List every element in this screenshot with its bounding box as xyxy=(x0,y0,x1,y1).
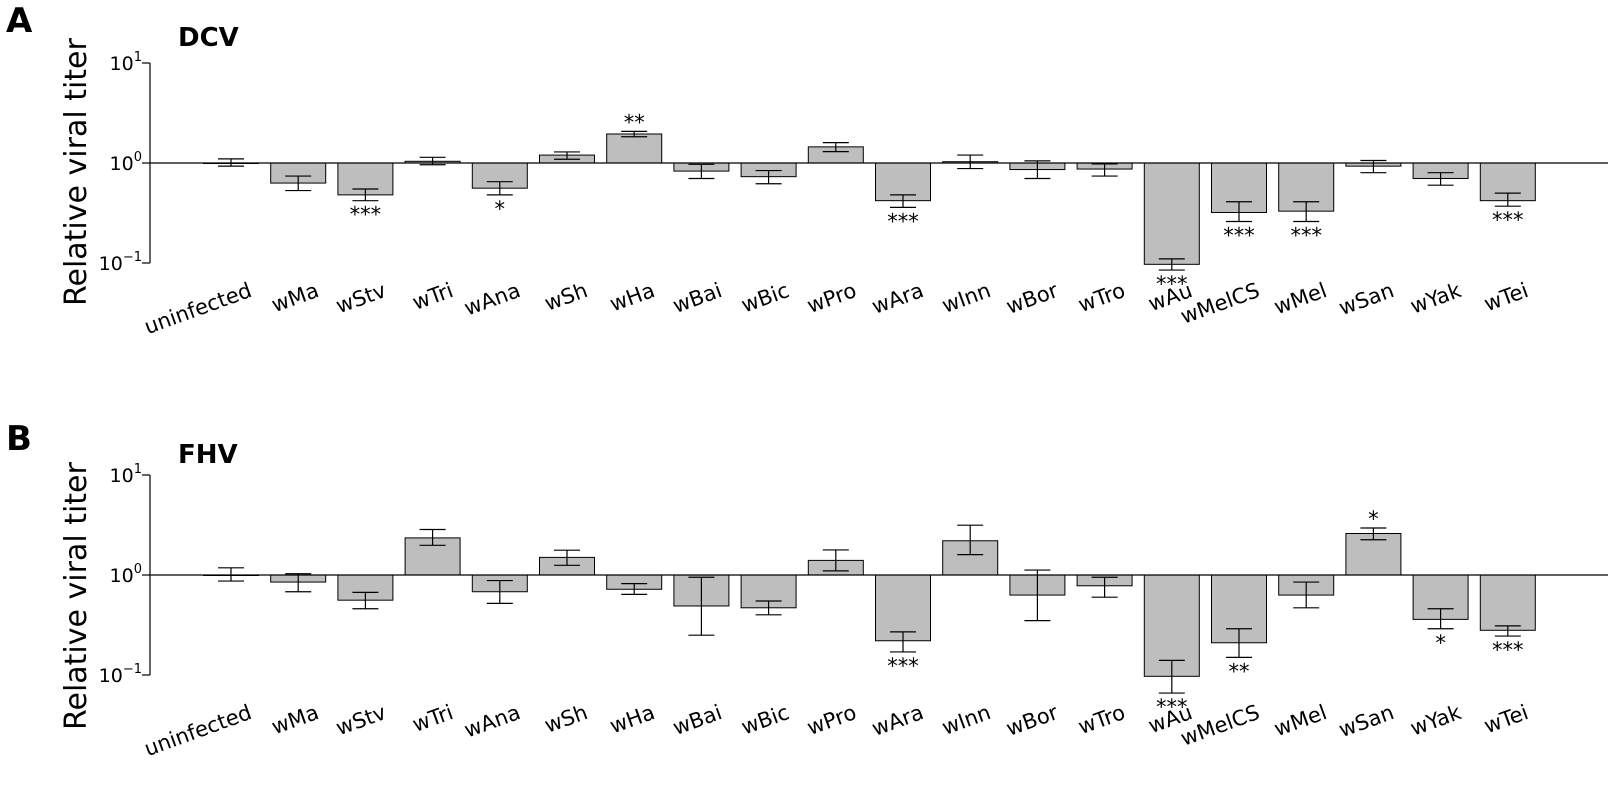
x-tick-label-uninfected: uninfected xyxy=(141,700,255,761)
panel-title-dcv: DCV xyxy=(178,23,239,53)
x-tick-label-wYak: wYak xyxy=(1407,278,1465,319)
x-tick-label-wYak: wYak xyxy=(1407,700,1465,741)
panel-letter-b: B xyxy=(6,419,32,459)
x-tick-label-wBor: wBor xyxy=(1003,700,1061,741)
x-tick-label-wTei: wTei xyxy=(1481,700,1532,738)
y-tick-exponent: 1 xyxy=(134,50,142,65)
x-tick-label-wAna: wAna xyxy=(461,278,523,320)
x-tick-label-wMa: wMa xyxy=(268,278,321,317)
x-tick-label-wMa: wMa xyxy=(268,700,321,739)
x-tick-label-wSan: wSan xyxy=(1336,278,1397,320)
y-tick-label: 10−1 xyxy=(99,662,142,687)
significance-label-wMelCS: ** xyxy=(1229,659,1250,683)
y-tick-base: 10 xyxy=(110,153,134,175)
x-tick-label-wAra: wAra xyxy=(869,278,927,319)
x-tick-label-wBor: wBor xyxy=(1003,278,1061,319)
x-tick-label-wMel: wMel xyxy=(1271,700,1330,741)
bar-wTei xyxy=(1479,574,1536,631)
y-tick-label: 101 xyxy=(110,462,142,487)
x-tick-label-wSan: wSan xyxy=(1336,700,1397,742)
y-tick-exponent: 0 xyxy=(134,562,142,577)
significance-label-wStv: *** xyxy=(350,203,382,227)
significance-label-wAra: *** xyxy=(887,654,919,678)
y-tick-exponent: −1 xyxy=(123,662,142,677)
x-tick-label-wAna: wAna xyxy=(461,700,523,742)
x-tick-label-wTro: wTro xyxy=(1075,278,1128,317)
x-tick-label-wPro: wPro xyxy=(804,278,860,318)
x-tick-label-wInn: wInn xyxy=(939,700,994,740)
y-axis-label-a: Relative viral titer xyxy=(59,37,94,306)
x-tick-label-wMelCS: wMelCS xyxy=(1177,700,1262,751)
y-tick-base: 10 xyxy=(110,565,134,587)
x-tick-label-wMelCS: wMelCS xyxy=(1177,278,1262,329)
bar-wAu xyxy=(1143,162,1200,265)
bar-wAu xyxy=(1143,574,1200,677)
y-tick-label: 100 xyxy=(110,150,142,175)
significance-label-wSan: * xyxy=(1368,507,1379,531)
x-tick-label-wHa: wHa xyxy=(607,700,658,738)
y-tick-base: 10 xyxy=(110,53,134,75)
x-tick-label-wHa: wHa xyxy=(607,278,658,316)
x-tick-label-wTri: wTri xyxy=(409,278,456,315)
significance-label-wMelCS: *** xyxy=(1223,224,1255,248)
x-tick-label-wTro: wTro xyxy=(1075,700,1128,739)
y-tick-label: 101 xyxy=(110,50,142,75)
y-tick-base: 10 xyxy=(99,665,123,687)
x-tick-label-wTri: wTri xyxy=(409,700,456,737)
significance-label-wAu: *** xyxy=(1156,695,1188,719)
bar-wHa xyxy=(606,133,663,164)
panel-letter-a: A xyxy=(6,1,33,41)
x-tick-label-wMel: wMel xyxy=(1271,278,1330,319)
y-axis-label-b: Relative viral titer xyxy=(59,461,94,730)
panel-title-fhv: FHV xyxy=(178,440,238,470)
x-tick-label-wBai: wBai xyxy=(670,278,725,318)
panel-a-dcv: A DCV Relative viral titer 10110010−1uni… xyxy=(6,1,1608,339)
significance-label-wAra: *** xyxy=(887,209,919,233)
significance-label-wAu: *** xyxy=(1156,272,1188,296)
y-tick-exponent: 1 xyxy=(134,462,142,477)
x-tick-label-wBic: wBic xyxy=(738,278,792,317)
x-tick-label-wInn: wInn xyxy=(939,278,994,318)
bar-wAra xyxy=(875,574,931,642)
x-tick-label-wSh: wSh xyxy=(541,700,590,738)
y-tick-label: 10−1 xyxy=(99,250,142,275)
significance-label-wAna: * xyxy=(495,197,506,221)
x-tick-label-wSh: wSh xyxy=(541,278,590,316)
y-tick-exponent: 0 xyxy=(134,150,142,165)
x-tick-label-wBai: wBai xyxy=(670,700,725,740)
x-tick-label-uninfected: uninfected xyxy=(141,278,255,339)
x-tick-label-wStv: wStv xyxy=(333,700,389,740)
panel-b-fhv: B FHV Relative viral titer 10110010−1uni… xyxy=(6,419,1608,761)
x-tick-label-wPro: wPro xyxy=(804,700,860,740)
x-tick-label-wTei: wTei xyxy=(1481,278,1532,316)
x-tick-label-wStv: wStv xyxy=(333,278,389,318)
y-tick-base: 10 xyxy=(99,253,123,275)
significance-label-wHa: ** xyxy=(624,110,645,134)
y-tick-label: 100 xyxy=(110,562,142,587)
y-tick-exponent: −1 xyxy=(123,250,142,265)
significance-label-wYak: * xyxy=(1435,631,1446,655)
x-tick-label-wBic: wBic xyxy=(738,700,792,739)
significance-label-wMel: *** xyxy=(1290,224,1322,248)
y-tick-base: 10 xyxy=(110,465,134,487)
significance-label-wTei: *** xyxy=(1492,638,1524,662)
x-tick-label-wAra: wAra xyxy=(869,700,927,741)
significance-label-wTei: *** xyxy=(1492,208,1524,232)
